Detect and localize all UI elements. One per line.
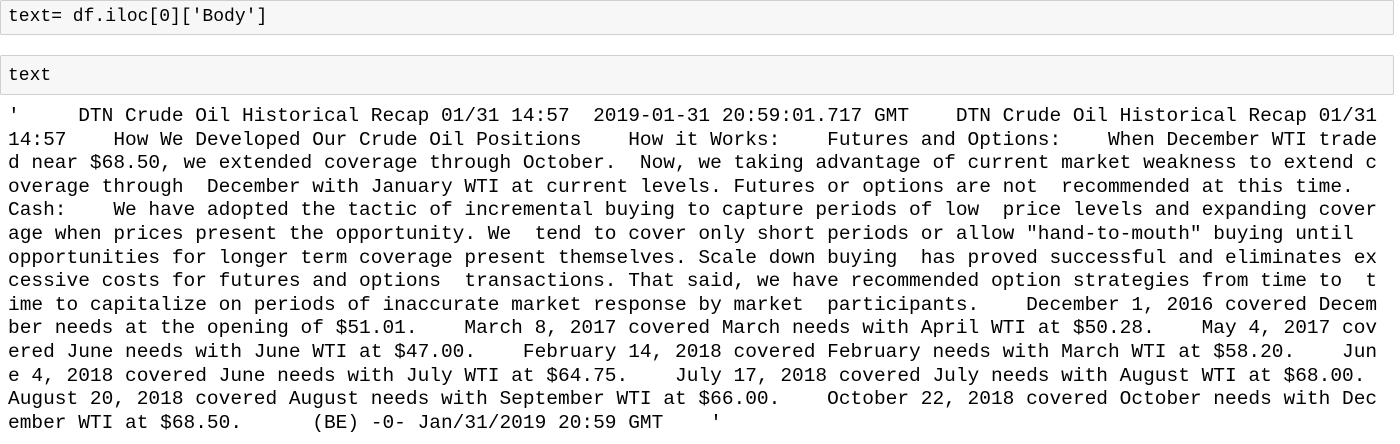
output-line: age when prices present the opportunity.… — [8, 222, 1354, 245]
output-line: 14:57 How We Developed Our Crude Oil Pos… — [8, 128, 1378, 151]
code-cell[interactable]: text — [0, 55, 1394, 95]
output-line: d near $68.50, we extended coverage thro… — [8, 152, 1378, 175]
output-line: ember WTI at $68.50. (BE) -0- Jan/31/201… — [8, 411, 722, 434]
code: text — [8, 66, 52, 86]
output-line: e 4, 2018 covered June needs with July W… — [8, 364, 1366, 387]
output-line: ' DTN Crude Oil Historical Recap 01/31 1… — [8, 105, 1378, 127]
output-line: ber needs at the opening of $51.01. Marc… — [8, 317, 1378, 340]
code: text= df.iloc[0]['Body'] — [8, 7, 268, 27]
output-line: August 20, 2018 covered August needs wit… — [8, 388, 1378, 411]
output-line: cessive costs for futures and options tr… — [8, 270, 1378, 293]
output-line: opportunities for longer term coverage p… — [8, 246, 1378, 269]
output-line: Cash: We have adopted the tactic of incr… — [8, 199, 1378, 222]
cell-output: ' DTN Crude Oil Historical Recap 01/31 1… — [8, 105, 1377, 435]
output-line: overage through December with January WT… — [8, 175, 1354, 198]
output-line: ered June needs with June WTI at $47.00.… — [8, 340, 1378, 363]
code-cell[interactable]: text= df.iloc[0]['Body'] — [0, 0, 1394, 35]
output-line: ime to capitalize on periods of inaccura… — [8, 293, 1378, 316]
